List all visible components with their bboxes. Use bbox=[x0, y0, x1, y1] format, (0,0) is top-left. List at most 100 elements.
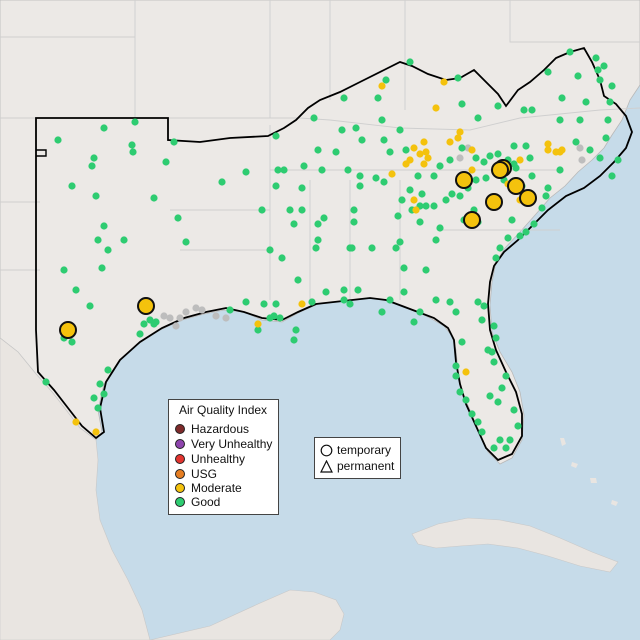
site-marker-good[interactable] bbox=[400, 288, 408, 296]
site-marker-good[interactable] bbox=[314, 220, 322, 228]
site-marker-good[interactable] bbox=[494, 150, 502, 158]
site-marker-moderate[interactable] bbox=[378, 82, 386, 90]
site-marker-good[interactable] bbox=[346, 300, 354, 308]
site-marker-no-data[interactable] bbox=[456, 154, 464, 162]
site-marker-good[interactable] bbox=[494, 398, 502, 406]
site-marker-moderate[interactable] bbox=[446, 138, 454, 146]
site-marker-no-data[interactable] bbox=[192, 304, 200, 312]
site-marker-good[interactable] bbox=[530, 220, 538, 228]
site-marker-moderate[interactable] bbox=[544, 140, 552, 148]
site-marker-good[interactable] bbox=[594, 66, 602, 74]
site-marker-good[interactable] bbox=[494, 102, 502, 110]
site-marker-good[interactable] bbox=[446, 156, 454, 164]
site-marker-good[interactable] bbox=[480, 302, 488, 310]
site-marker-good[interactable] bbox=[416, 308, 424, 316]
site-marker-good[interactable] bbox=[496, 244, 504, 252]
site-marker-good[interactable] bbox=[68, 338, 76, 346]
site-marker-moderate[interactable] bbox=[558, 146, 566, 154]
site-marker-no-data[interactable] bbox=[176, 314, 184, 322]
site-marker-good[interactable] bbox=[508, 216, 516, 224]
site-marker-good[interactable] bbox=[488, 348, 496, 356]
site-marker-moderate[interactable] bbox=[254, 320, 262, 328]
site-marker-good[interactable] bbox=[394, 212, 402, 220]
site-marker-good[interactable] bbox=[410, 318, 418, 326]
site-marker-good[interactable] bbox=[86, 302, 94, 310]
site-marker-good[interactable] bbox=[278, 254, 286, 262]
site-marker-good[interactable] bbox=[128, 141, 136, 149]
site-marker-good[interactable] bbox=[294, 276, 302, 284]
site-marker-good[interactable] bbox=[258, 206, 266, 214]
site-marker-good[interactable] bbox=[100, 222, 108, 230]
site-marker-good[interactable] bbox=[602, 134, 610, 142]
temporary-site-marker-moderate[interactable] bbox=[455, 171, 473, 189]
site-marker-good[interactable] bbox=[100, 390, 108, 398]
site-marker-good[interactable] bbox=[374, 94, 382, 102]
site-marker-good[interactable] bbox=[356, 182, 364, 190]
site-marker-moderate[interactable] bbox=[298, 300, 306, 308]
site-marker-good[interactable] bbox=[94, 236, 102, 244]
site-marker-good[interactable] bbox=[592, 54, 600, 62]
site-marker-good[interactable] bbox=[604, 116, 612, 124]
site-marker-good[interactable] bbox=[490, 358, 498, 366]
site-marker-good[interactable] bbox=[458, 100, 466, 108]
site-marker-moderate[interactable] bbox=[420, 160, 428, 168]
site-marker-good[interactable] bbox=[350, 218, 358, 226]
site-marker-good[interactable] bbox=[129, 148, 137, 156]
site-marker-moderate[interactable] bbox=[410, 196, 418, 204]
site-marker-good[interactable] bbox=[596, 76, 604, 84]
site-marker-moderate[interactable] bbox=[456, 128, 464, 136]
site-marker-good[interactable] bbox=[556, 166, 564, 174]
site-marker-good[interactable] bbox=[516, 232, 524, 240]
site-marker-good[interactable] bbox=[490, 322, 498, 330]
site-marker-good[interactable] bbox=[430, 202, 438, 210]
site-marker-good[interactable] bbox=[442, 196, 450, 204]
temporary-site-marker-moderate[interactable] bbox=[485, 193, 503, 211]
site-marker-good[interactable] bbox=[292, 326, 300, 334]
site-marker-good[interactable] bbox=[418, 190, 426, 198]
site-marker-good[interactable] bbox=[478, 316, 486, 324]
site-marker-moderate[interactable] bbox=[402, 160, 410, 168]
site-marker-good[interactable] bbox=[422, 202, 430, 210]
site-marker-good[interactable] bbox=[136, 330, 144, 338]
site-marker-good[interactable] bbox=[280, 166, 288, 174]
site-marker-good[interactable] bbox=[314, 146, 322, 154]
site-marker-good[interactable] bbox=[492, 254, 500, 262]
site-marker-good[interactable] bbox=[90, 394, 98, 402]
site-marker-moderate[interactable] bbox=[72, 418, 80, 426]
site-marker-good[interactable] bbox=[310, 114, 318, 122]
site-marker-good[interactable] bbox=[386, 148, 394, 156]
site-marker-good[interactable] bbox=[422, 266, 430, 274]
site-marker-good[interactable] bbox=[266, 246, 274, 254]
site-marker-good[interactable] bbox=[182, 238, 190, 246]
site-marker-good[interactable] bbox=[340, 296, 348, 304]
site-marker-good[interactable] bbox=[170, 138, 178, 146]
site-marker-no-data[interactable] bbox=[182, 308, 190, 316]
site-marker-good[interactable] bbox=[456, 192, 464, 200]
site-marker-good[interactable] bbox=[372, 174, 380, 182]
site-marker-good[interactable] bbox=[596, 154, 604, 162]
site-marker-good[interactable] bbox=[474, 418, 482, 426]
site-marker-good[interactable] bbox=[98, 264, 106, 272]
site-marker-moderate[interactable] bbox=[432, 104, 440, 112]
site-marker-good[interactable] bbox=[544, 68, 552, 76]
site-marker-moderate[interactable] bbox=[468, 146, 476, 154]
site-marker-good[interactable] bbox=[356, 172, 364, 180]
site-marker-good[interactable] bbox=[298, 206, 306, 214]
site-marker-good[interactable] bbox=[510, 142, 518, 150]
site-marker-good[interactable] bbox=[276, 314, 284, 322]
site-marker-no-data[interactable] bbox=[198, 306, 206, 314]
site-marker-moderate[interactable] bbox=[420, 138, 428, 146]
site-marker-good[interactable] bbox=[314, 236, 322, 244]
site-marker-good[interactable] bbox=[406, 186, 414, 194]
site-marker-good[interactable] bbox=[496, 436, 504, 444]
site-marker-good[interactable] bbox=[462, 396, 470, 404]
site-marker-good[interactable] bbox=[576, 116, 584, 124]
site-marker-good[interactable] bbox=[614, 156, 622, 164]
site-marker-good[interactable] bbox=[72, 286, 80, 294]
site-marker-good[interactable] bbox=[544, 184, 552, 192]
site-marker-good[interactable] bbox=[150, 194, 158, 202]
site-marker-good[interactable] bbox=[492, 334, 500, 342]
site-marker-good[interactable] bbox=[358, 136, 366, 144]
site-marker-good[interactable] bbox=[480, 158, 488, 166]
site-marker-good[interactable] bbox=[298, 184, 306, 192]
